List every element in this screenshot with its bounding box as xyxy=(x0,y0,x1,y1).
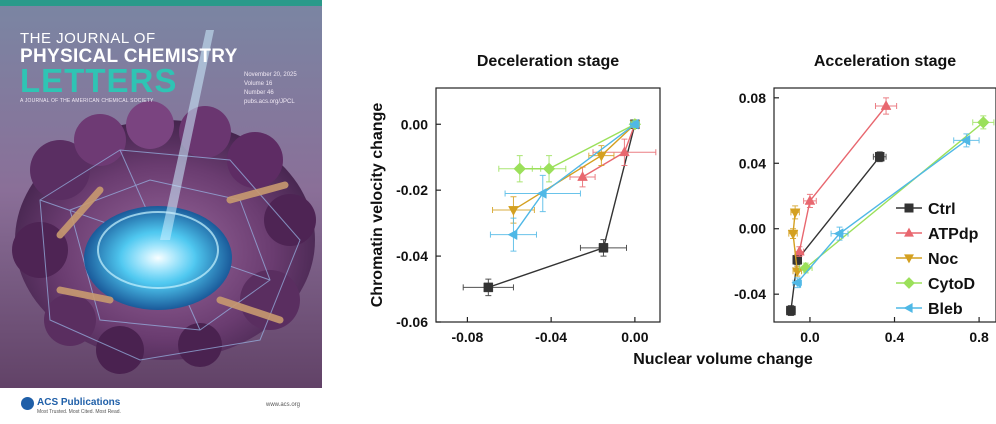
journal-cover: THE JOURNAL OF PHYSICAL CHEMISTRY LETTER… xyxy=(0,0,322,424)
chart-figure: Deceleration stage -0.08 -0.04 0.00 0.00 -0.0… xyxy=(369,53,996,368)
data-point-bleb xyxy=(507,229,518,241)
y-tick-label: 0.00 xyxy=(739,221,766,237)
y-tick-label: -0.04 xyxy=(396,248,428,264)
legend-marker xyxy=(903,277,915,289)
legend-label: Noc xyxy=(928,251,958,268)
data-point-noc xyxy=(789,208,801,219)
x-tick-label: -0.04 xyxy=(535,329,567,345)
data-point-atpdp xyxy=(577,171,588,181)
acceleration-chart: Acceleration stage 0.0 0.4 0.8 0.08 0.04 0.00 -… xyxy=(734,53,996,345)
data-point-ctrl xyxy=(483,282,494,293)
x-tick-label: 0.00 xyxy=(621,329,648,345)
data-point-noc xyxy=(596,151,607,162)
series-line-ctrl xyxy=(488,124,636,289)
data-point-bleb xyxy=(628,118,639,130)
legend-marker xyxy=(903,303,913,313)
y-tick-label: -0.02 xyxy=(396,182,428,198)
data-point-cytod xyxy=(513,162,526,175)
cover-subtitle: A JOURNAL OF THE AMERICAN CHEMICAL SOCIE… xyxy=(20,98,154,104)
cover-volume: Volume 16 xyxy=(244,81,273,87)
x-tick-label: 0.0 xyxy=(800,329,820,345)
cover-artwork xyxy=(0,0,322,424)
data-point-atpdp xyxy=(793,245,805,256)
data-point-bleb xyxy=(833,228,844,240)
data-point-atpdp xyxy=(880,100,892,110)
cover-title-line3: LETTERS xyxy=(20,62,178,99)
data-point-ctrl xyxy=(786,305,796,316)
data-point-cytod xyxy=(542,162,556,175)
x-tick-label: 0.8 xyxy=(969,329,989,345)
cover-publisher: ACS Publications xyxy=(37,397,121,408)
legend-label: ATPdp xyxy=(928,226,979,243)
legend-marker xyxy=(904,254,914,264)
cover-website: www.acs.org xyxy=(266,402,301,408)
y-tick-label: 0.08 xyxy=(739,90,766,106)
legend-label: Bleb xyxy=(928,301,963,318)
plot-frame xyxy=(435,87,661,323)
legend-marker xyxy=(904,227,914,237)
cover-url: pubs.acs.org/JPCL xyxy=(244,99,295,105)
y-tick-label: -0.06 xyxy=(396,314,428,330)
cover-title-line2: PHYSICAL CHEMISTRY xyxy=(20,46,238,67)
series-line-cytod xyxy=(519,123,636,170)
series-line-cytod xyxy=(805,121,984,269)
data-point-ctrl xyxy=(598,243,609,253)
chart-title: Acceleration stage xyxy=(814,53,956,70)
data-point-atpdp xyxy=(619,146,630,157)
data-point-noc xyxy=(787,229,799,240)
x-tick-label: 0.4 xyxy=(885,329,905,345)
cover-publisher-tagline: Most Trusted. Most Cited. Most Read. xyxy=(37,409,121,415)
data-point-bleb xyxy=(960,134,971,146)
data-point-noc xyxy=(508,206,519,216)
data-point-bleb xyxy=(536,188,547,199)
data-point-ctrl xyxy=(874,151,885,162)
x-axis-label: Nuclear volume change xyxy=(633,351,813,368)
y-tick-label: 0.04 xyxy=(739,155,766,171)
chart-title: Deceleration stage xyxy=(477,53,619,70)
y-tick-label: -0.04 xyxy=(734,286,766,302)
deceleration-chart: Deceleration stage -0.08 -0.04 0.00 0.00 -0.0… xyxy=(396,53,661,345)
x-tick-label: -0.08 xyxy=(451,329,483,345)
legend-label: CytoD xyxy=(928,276,975,293)
plot-frame xyxy=(773,87,996,323)
y-axis-label: Chromatin velocity change xyxy=(369,103,386,308)
data-point-bleb xyxy=(791,277,802,289)
y-tick-label: 0.00 xyxy=(401,116,428,132)
cover-number: Number 46 xyxy=(244,90,274,96)
cover-title-line1: THE JOURNAL OF xyxy=(20,30,156,47)
legend: Ctrl ATPdp Noc CytoD Bleb xyxy=(896,201,979,318)
data-point-atpdp xyxy=(804,194,816,205)
cover-date: November 20, 2025 xyxy=(244,72,297,78)
legend-marker xyxy=(904,203,914,213)
acs-logo-icon xyxy=(21,397,34,410)
data-point-cytod xyxy=(977,116,990,129)
legend-label: Ctrl xyxy=(928,201,956,218)
